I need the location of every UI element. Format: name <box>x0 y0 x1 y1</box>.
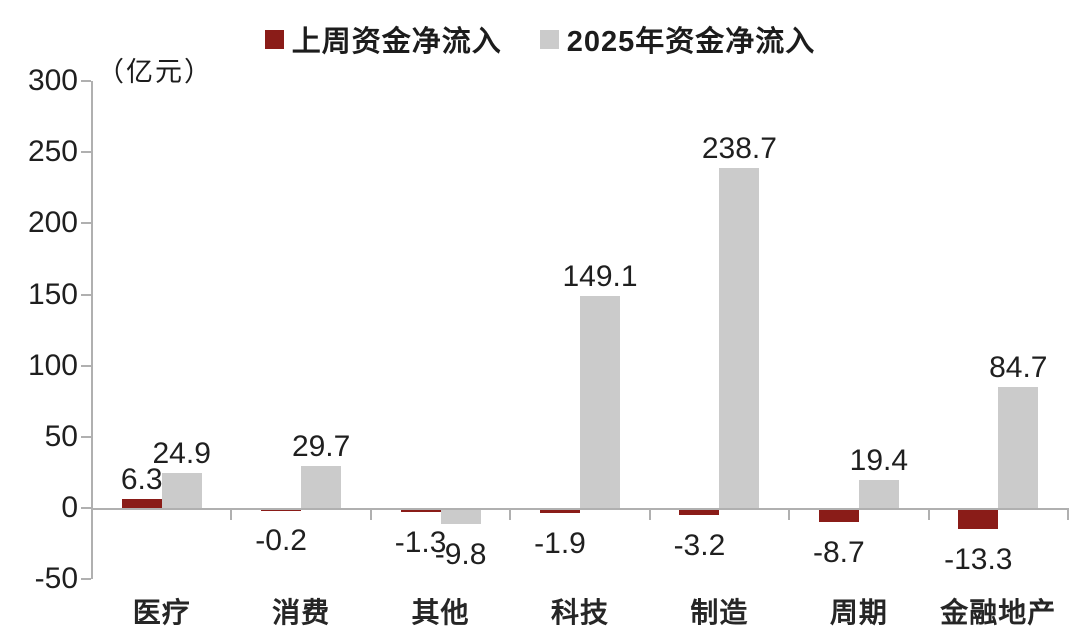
bar-value-label: -0.2 <box>255 524 307 558</box>
x-axis-category-label: 其他 <box>411 597 470 628</box>
bar-last-week-7 <box>958 510 999 529</box>
x-axis-line <box>91 508 1069 510</box>
bar-value-label: -8.7 <box>812 536 865 570</box>
y-axis-tick <box>81 364 91 367</box>
y-axis-tick-label: 250 <box>27 135 78 169</box>
bar-2025-4 <box>580 295 620 508</box>
x-axis-category-label: 制造 <box>690 597 749 628</box>
x-axis-tick <box>927 510 930 520</box>
bar-value-label: 149.1 <box>562 259 638 293</box>
bar-value-label: 29.7 <box>291 429 351 463</box>
legend-swatch-2025 <box>539 29 559 49</box>
y-axis-tick <box>81 80 91 82</box>
bar-value-label: 238.7 <box>701 132 777 166</box>
x-axis-category-label: 科技 <box>550 597 609 628</box>
bar-2025-3 <box>440 510 481 524</box>
legend-label-last-week: 上周资金净流入 <box>291 26 502 58</box>
y-axis-tick <box>81 151 91 154</box>
bar-value-label: 84.7 <box>989 351 1048 385</box>
x-axis-tick <box>788 510 791 520</box>
x-axis-category-label: 周期 <box>829 597 888 628</box>
y-axis-tick <box>81 435 91 438</box>
x-axis-tick <box>230 510 233 520</box>
x-axis-category-label: 消费 <box>272 597 331 628</box>
x-axis-tick <box>1067 510 1069 520</box>
x-axis-category-label: 金融地产 <box>940 597 1057 628</box>
y-axis-tick-label: 100 <box>27 348 78 382</box>
bar-last-week-6 <box>818 510 859 523</box>
bar-2025-5 <box>719 168 760 508</box>
bar-2025-1 <box>161 472 202 508</box>
x-axis-category-label: 医疗 <box>132 597 191 628</box>
x-axis-tick <box>369 510 372 520</box>
y-axis-unit-label: （亿元） <box>97 57 213 87</box>
x-axis-tick <box>648 510 651 520</box>
y-axis-tick <box>81 222 91 225</box>
y-axis-tick-label: 200 <box>27 206 78 240</box>
y-axis-tick <box>81 578 91 581</box>
x-axis-tick <box>509 510 512 520</box>
y-axis-tick-label: 300 <box>27 64 78 97</box>
legend-label-2025: 2025年资金净流入 <box>566 26 816 58</box>
x-axis-tick <box>91 510 93 520</box>
bar-last-week-3 <box>400 510 441 512</box>
bar-2025-7 <box>998 387 1039 508</box>
bar-value-label: -1.3 <box>394 525 447 559</box>
y-axis-tick <box>81 293 91 296</box>
bar-last-week-1 <box>121 499 162 508</box>
bar-last-week-5 <box>679 510 720 515</box>
y-axis-tick <box>81 507 91 509</box>
bar-value-label: -1.9 <box>534 526 586 560</box>
bar-value-label: -3.2 <box>673 528 726 562</box>
legend-item-last-week: 上周资金净流入 <box>264 18 502 60</box>
bar-value-label: 24.9 <box>152 436 211 470</box>
legend-item-2025: 2025年资金净流入 <box>539 18 816 60</box>
bar-2025-6 <box>858 480 899 508</box>
legend: 上周资金净流入 2025年资金净流入 <box>0 18 1080 60</box>
bar-value-label: 6.3 <box>120 463 163 497</box>
y-axis-tick-label: 0 <box>61 491 78 524</box>
bar-2025-2 <box>301 465 342 508</box>
bar-value-label: -13.3 <box>944 542 1013 576</box>
y-axis-tick-label: -50 <box>34 562 78 596</box>
y-axis-tick-label: 150 <box>27 277 78 311</box>
y-axis-tick-label: 50 <box>44 419 78 453</box>
bar-value-label: 19.4 <box>849 444 909 478</box>
bar-value-label: -9.8 <box>434 537 487 571</box>
y-axis-line <box>91 81 93 580</box>
bar-last-week-4 <box>540 510 580 513</box>
legend-swatch-last-week <box>264 29 284 49</box>
